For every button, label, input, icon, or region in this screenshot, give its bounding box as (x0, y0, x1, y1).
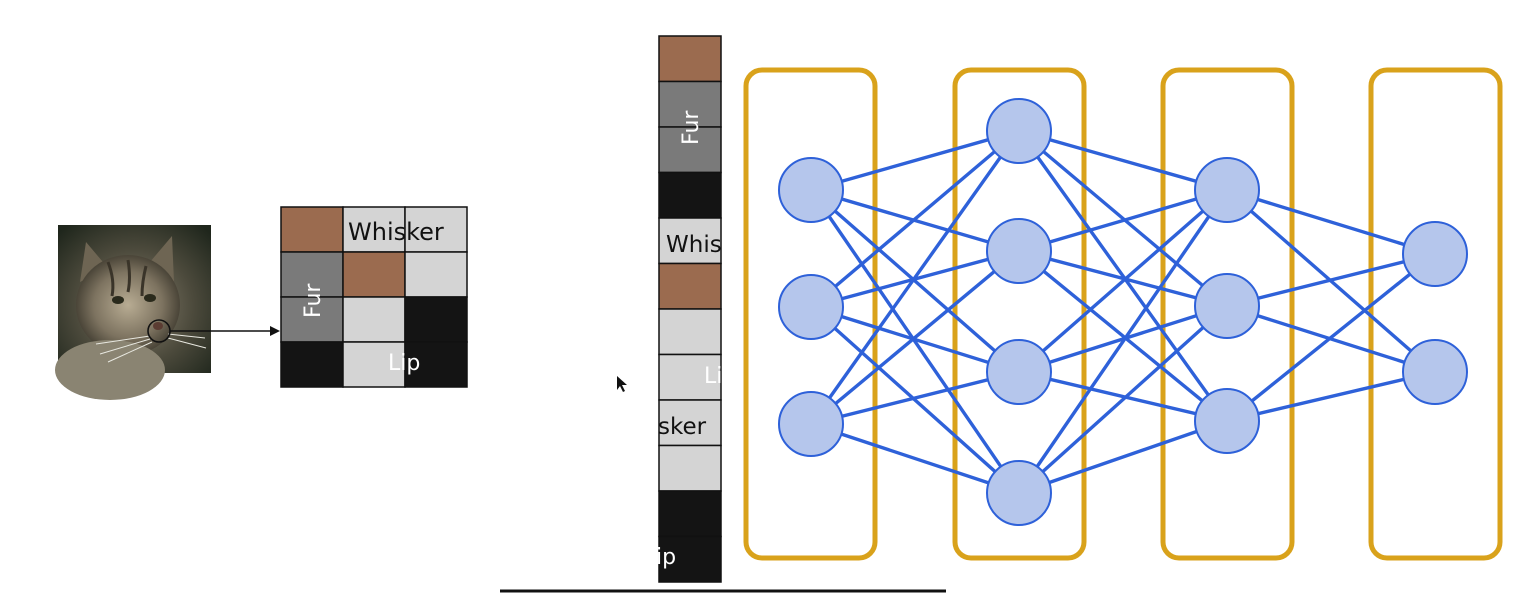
network-node (778, 274, 844, 340)
network-edge (809, 249, 1021, 426)
grid-cell (280, 296, 344, 343)
strip-label-fur: Fur (679, 110, 704, 145)
network-node (1194, 157, 1260, 223)
strip-label-lip: Li (704, 364, 722, 389)
strip-label-whisker: Whis (666, 232, 722, 258)
grid-cell (342, 341, 406, 388)
vector-cell (658, 262, 722, 310)
network-node (986, 339, 1052, 405)
strip-label-lip-end: ip (656, 545, 676, 570)
vector-cell (658, 399, 722, 447)
network-node (778, 391, 844, 457)
network-edge (1226, 370, 1436, 423)
network-edge (1017, 188, 1229, 374)
grid-cell (280, 206, 344, 253)
network-node (986, 98, 1052, 164)
layer-box (1368, 67, 1503, 561)
network-edge (1017, 249, 1229, 423)
grid-cell (404, 251, 468, 298)
grid-cell (404, 341, 468, 388)
network-edge (1018, 419, 1228, 495)
grid-label-whisker: Whisker (348, 218, 444, 246)
vector-cell (658, 126, 722, 174)
grid-label-fur: Fur (301, 283, 326, 318)
network-edge (1018, 370, 1228, 423)
network-node (986, 460, 1052, 526)
network-edge (1018, 249, 1228, 308)
strip-label-whisker-end: sker (658, 414, 707, 440)
network-edge (809, 188, 1021, 374)
network-node (1194, 273, 1260, 339)
vector-cell (658, 217, 722, 265)
feature-grid (280, 206, 468, 388)
network-edge (1017, 129, 1229, 308)
network-edge (810, 370, 1020, 426)
network-edge (809, 305, 1021, 495)
vector-cell (658, 35, 722, 83)
network-nodes (778, 98, 1468, 526)
network-node (778, 157, 844, 223)
network-edge (809, 129, 1021, 309)
layer-box (743, 67, 878, 561)
network-node (1194, 388, 1260, 454)
layer-box (1160, 67, 1295, 561)
layer-boxes (743, 67, 1503, 561)
flattened-vector (658, 35, 722, 583)
grid-cell (280, 341, 344, 388)
network-edge (809, 189, 1021, 494)
vector-cell (658, 444, 722, 492)
vector-cell (658, 490, 722, 538)
network-edge (1018, 129, 1228, 192)
vector-cell (658, 171, 722, 219)
network-edge (810, 129, 1020, 192)
network-edge (1017, 304, 1229, 495)
network-edge (1018, 188, 1228, 253)
vector-cell (658, 80, 722, 128)
network-edge (1017, 130, 1229, 422)
network-edge (1225, 252, 1437, 423)
network-edges (809, 129, 1437, 495)
grid-cell (404, 296, 468, 343)
vector-cell (658, 308, 722, 356)
network-edge (809, 130, 1021, 425)
cursor-arrow-icon (617, 376, 627, 392)
grid-label-lip: Lip (388, 351, 420, 376)
grid-cell (342, 251, 406, 298)
network-edge (1226, 188, 1436, 256)
vector-cell (658, 535, 722, 583)
network-edge (810, 422, 1020, 495)
network-node (1402, 339, 1468, 405)
cat-photo (55, 225, 211, 400)
grid-cell (342, 296, 406, 343)
network-node (986, 218, 1052, 284)
arrow-head-icon (270, 326, 280, 336)
network-edge (1226, 252, 1436, 308)
network-node (1402, 221, 1468, 287)
network-edge (1017, 189, 1229, 494)
